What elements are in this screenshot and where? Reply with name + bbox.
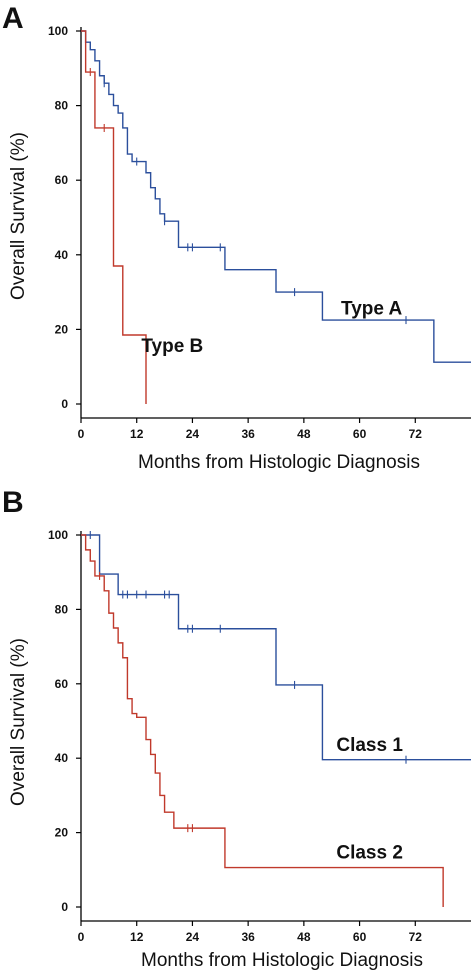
panel-b-class-1-curve <box>81 534 471 761</box>
panel-b-y-axis-title: Overall Survival (%) <box>8 638 29 806</box>
panel-b-letter: B <box>2 486 24 519</box>
panel-a-x-tick-label: 24 <box>186 427 200 441</box>
panel-a-y-tick-label: 80 <box>55 99 69 113</box>
panel-a-letter: A <box>2 2 24 35</box>
panel-a-y-axis-title: Overall Survival (%) <box>8 132 29 300</box>
panel-a-y-tick-label: 100 <box>48 24 68 38</box>
panel-b-x-tick-label: 12 <box>130 930 144 944</box>
panel-b-series-label: Class 1 <box>336 735 403 756</box>
panel-a-type-a-curve <box>81 30 471 363</box>
panel-a-x-tick-label: 72 <box>409 427 423 441</box>
panel-a-y-tick-label: 40 <box>55 248 69 262</box>
panel-b-x-axis-title: Months from Histologic Diagnosis <box>141 950 423 971</box>
panel-a-plot-area: 0 20 40 60 80 100 0 12 24 36 48 60 72 Type A Type B <box>48 24 471 441</box>
panel-a-x-axis-title: Months from Histologic Diagnosis <box>138 452 420 473</box>
panel-a-y-tick-label: 20 <box>55 322 69 336</box>
panel-b-plot-area: 0 20 40 60 80 100 0 12 24 36 48 60 72 Class 1 Class 2 <box>48 528 471 944</box>
panel-b-y-tick-label: 20 <box>55 826 69 840</box>
panel-b: B Overall Survival (%) Months from Histo… <box>2 486 471 971</box>
panel-a: A Overall Survival (%) Months from Histo… <box>2 2 471 473</box>
panel-b-y-tick-label: 80 <box>55 602 69 616</box>
panel-b-x-tick-label: 72 <box>409 930 423 944</box>
panel-b-class-2-curve <box>81 534 444 907</box>
panel-b-y-tick-label: 0 <box>61 900 68 914</box>
panel-a-x-tick-label: 12 <box>130 427 144 441</box>
panel-a-x-tick-label: 0 <box>78 427 85 441</box>
panel-b-x-tick-label: 60 <box>353 930 367 944</box>
panel-a-x-tick-label: 36 <box>241 427 255 441</box>
panel-a-y-tick-label: 0 <box>61 397 68 411</box>
panel-b-series-label: Class 2 <box>336 843 403 864</box>
panel-b-x-tick-label: 0 <box>78 930 85 944</box>
panel-a-x-tick-label: 48 <box>297 427 311 441</box>
panel-a-series-label: Type B <box>141 336 203 357</box>
panel-a-series-label: Type A <box>341 298 403 319</box>
panel-b-y-tick-label: 40 <box>55 751 69 765</box>
panel-b-x-tick-label: 36 <box>241 930 255 944</box>
panel-b-x-tick-label: 48 <box>297 930 311 944</box>
panel-b-y-tick-label: 100 <box>48 528 68 542</box>
panel-a-x-tick-label: 60 <box>353 427 367 441</box>
panel-b-y-tick-label: 60 <box>55 677 69 691</box>
panel-b-x-tick-label: 24 <box>186 930 200 944</box>
panel-a-y-tick-label: 60 <box>55 173 69 187</box>
panel-a-type-b-curve <box>81 30 147 404</box>
